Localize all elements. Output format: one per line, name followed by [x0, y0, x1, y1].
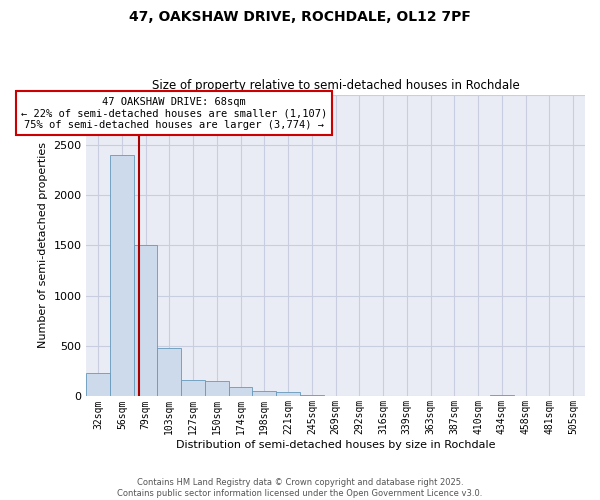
Text: 47, OAKSHAW DRIVE, ROCHDALE, OL12 7PF: 47, OAKSHAW DRIVE, ROCHDALE, OL12 7PF: [129, 10, 471, 24]
Bar: [229, 388, 253, 396]
Bar: [181, 380, 205, 396]
Bar: [253, 391, 276, 396]
Title: Size of property relative to semi-detached houses in Rochdale: Size of property relative to semi-detach…: [152, 79, 520, 92]
Text: 47 OAKSHAW DRIVE: 68sqm
← 22% of semi-detached houses are smaller (1,107)
75% of: 47 OAKSHAW DRIVE: 68sqm ← 22% of semi-de…: [21, 96, 327, 130]
Bar: [157, 348, 181, 397]
Bar: [110, 155, 134, 396]
Bar: [134, 246, 157, 396]
Bar: [205, 382, 229, 396]
Y-axis label: Number of semi-detached properties: Number of semi-detached properties: [38, 142, 47, 348]
Bar: [490, 395, 514, 396]
X-axis label: Distribution of semi-detached houses by size in Rochdale: Distribution of semi-detached houses by …: [176, 440, 496, 450]
Bar: [276, 392, 300, 396]
Text: Contains HM Land Registry data © Crown copyright and database right 2025.
Contai: Contains HM Land Registry data © Crown c…: [118, 478, 482, 498]
Bar: [86, 374, 110, 396]
